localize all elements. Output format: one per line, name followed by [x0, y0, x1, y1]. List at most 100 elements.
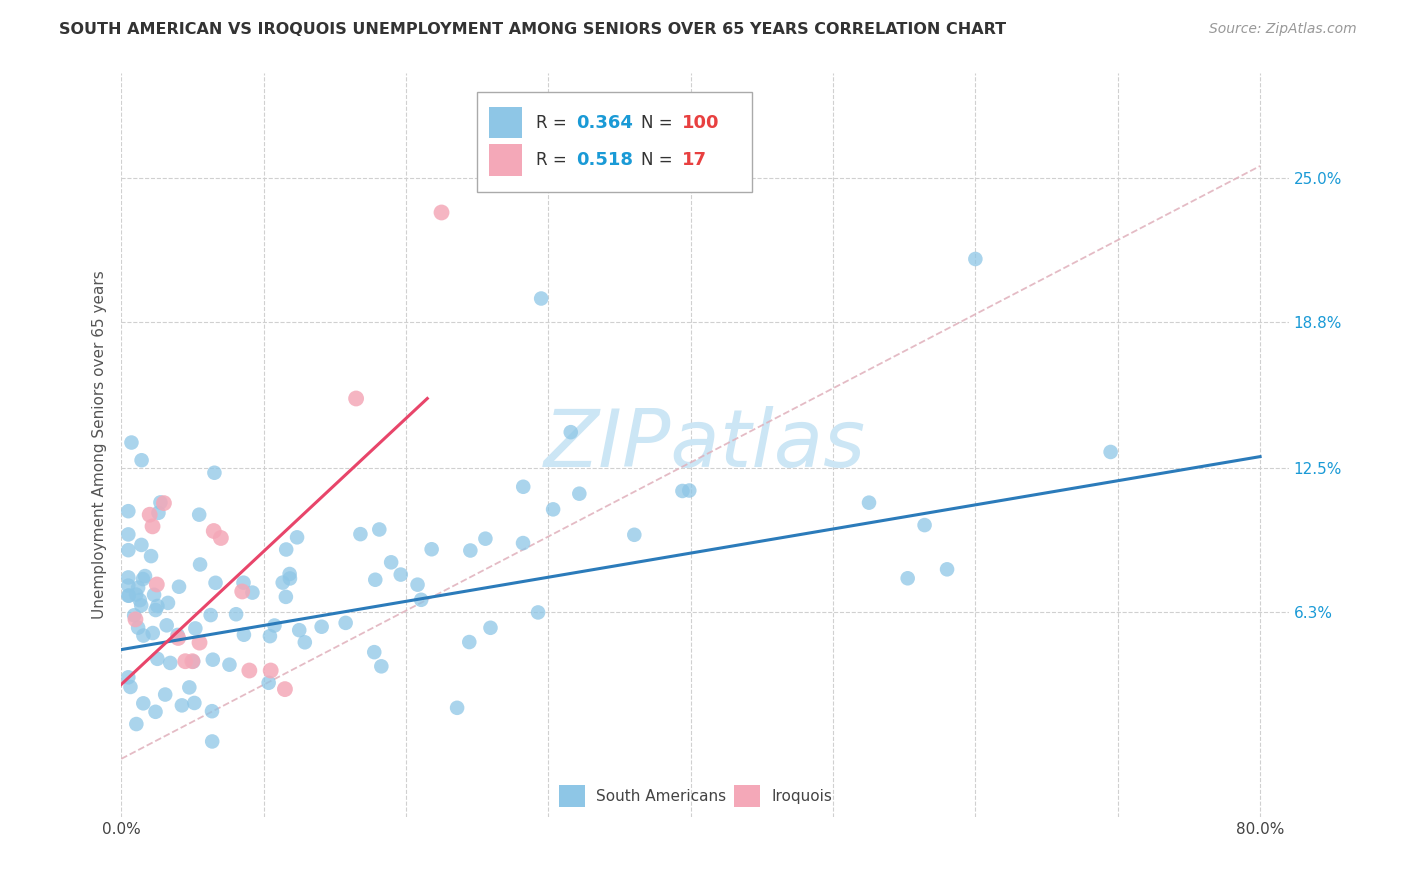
Point	[512, 480, 534, 494]
Point	[122, 608, 145, 623]
Point	[294, 635, 316, 649]
Point	[131, 453, 153, 467]
Y-axis label: Unemployment Among Seniors over 65 years: Unemployment Among Seniors over 65 years	[93, 270, 107, 619]
Point	[527, 606, 550, 620]
Point	[170, 698, 193, 713]
Point	[474, 532, 496, 546]
FancyBboxPatch shape	[560, 785, 585, 807]
Point	[278, 567, 301, 582]
Point	[156, 596, 179, 610]
Point	[406, 577, 429, 591]
Point	[128, 593, 150, 607]
Point	[530, 292, 553, 306]
Point	[560, 425, 582, 439]
Point	[858, 496, 880, 510]
Point	[139, 549, 162, 563]
Point	[363, 645, 385, 659]
Point	[209, 531, 232, 545]
Point	[138, 508, 160, 522]
Point	[134, 569, 156, 583]
Point	[288, 623, 311, 637]
Point	[897, 571, 920, 585]
Point	[458, 635, 481, 649]
Point	[125, 717, 148, 731]
Point	[232, 628, 254, 642]
Point	[349, 527, 371, 541]
Point	[141, 519, 163, 533]
Text: 0.518: 0.518	[576, 151, 634, 169]
Point	[311, 620, 333, 634]
Point	[117, 504, 139, 518]
Point	[153, 688, 176, 702]
Point	[174, 654, 197, 668]
Point	[623, 528, 645, 542]
Point	[225, 607, 247, 622]
Point	[344, 392, 367, 406]
Point	[124, 612, 146, 626]
Point	[1099, 445, 1122, 459]
Point	[276, 542, 298, 557]
Point	[218, 657, 240, 672]
Point	[278, 571, 301, 585]
Point	[125, 588, 148, 602]
Point	[285, 530, 308, 544]
Point	[156, 618, 179, 632]
Point	[149, 495, 172, 509]
Point	[181, 654, 204, 668]
Point	[364, 573, 387, 587]
Point	[132, 572, 155, 586]
Text: 0.364: 0.364	[576, 114, 633, 132]
Point	[145, 705, 167, 719]
Point	[117, 543, 139, 558]
Point	[131, 538, 153, 552]
Point	[148, 506, 170, 520]
Point	[678, 483, 700, 498]
Point	[201, 704, 224, 718]
Point	[159, 656, 181, 670]
Point	[914, 518, 936, 533]
Point	[260, 664, 283, 678]
Point	[117, 670, 139, 684]
FancyBboxPatch shape	[489, 145, 522, 176]
Point	[389, 567, 412, 582]
Point	[188, 508, 211, 522]
Point	[146, 652, 169, 666]
FancyBboxPatch shape	[489, 107, 522, 138]
Point	[238, 664, 260, 678]
Point	[183, 696, 205, 710]
Text: R =: R =	[536, 114, 572, 132]
Text: 17: 17	[682, 151, 707, 169]
Point	[274, 590, 297, 604]
Text: N =: N =	[641, 151, 678, 169]
Point	[231, 584, 253, 599]
Point	[142, 626, 165, 640]
Point	[274, 682, 297, 697]
Point	[479, 621, 502, 635]
Point	[132, 629, 155, 643]
Point	[129, 599, 152, 613]
Point	[460, 543, 482, 558]
Point	[127, 581, 149, 595]
Point	[188, 558, 211, 572]
Point	[145, 603, 167, 617]
Point	[202, 524, 225, 538]
Point	[512, 536, 534, 550]
Point	[132, 696, 155, 710]
Point	[117, 527, 139, 541]
Point	[430, 205, 453, 219]
Text: R =: R =	[536, 151, 572, 169]
Point	[117, 578, 139, 592]
Point	[167, 580, 190, 594]
Text: SOUTH AMERICAN VS IROQUOIS UNEMPLOYMENT AMONG SENIORS OVER 65 YEARS CORRELATION : SOUTH AMERICAN VS IROQUOIS UNEMPLOYMENT …	[59, 22, 1007, 37]
Point	[117, 570, 139, 584]
Point	[127, 621, 149, 635]
Point	[335, 615, 357, 630]
Point	[167, 631, 190, 645]
Point	[411, 592, 433, 607]
Point	[117, 589, 139, 603]
Point	[380, 555, 402, 569]
Point	[242, 585, 264, 599]
Point	[446, 701, 468, 715]
Point	[936, 562, 959, 576]
Point	[271, 575, 294, 590]
